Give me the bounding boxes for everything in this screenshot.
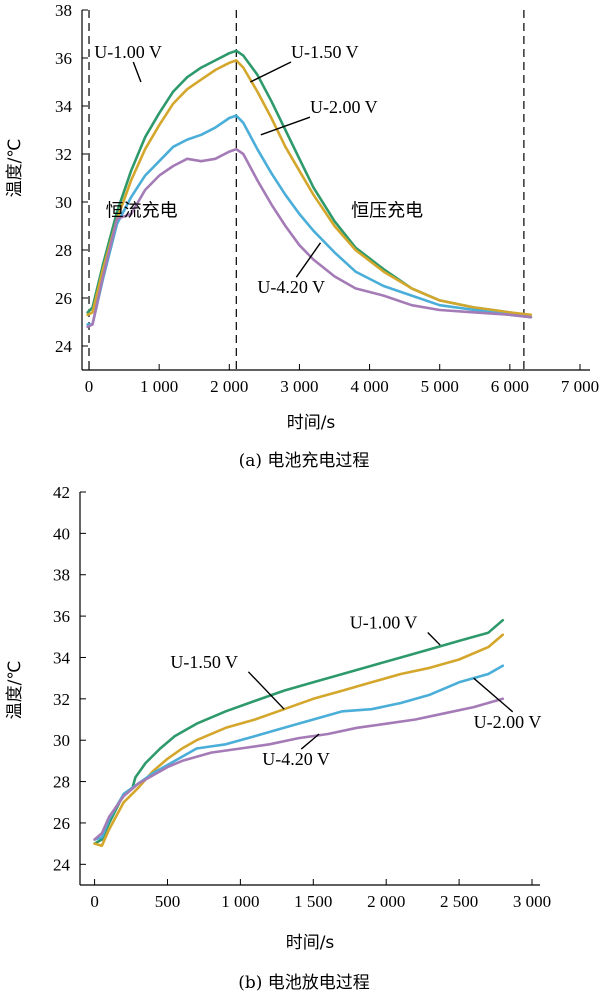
y-tick-label-charging: 34 (55, 97, 73, 116)
y-tick-label-discharging: 36 (53, 607, 70, 626)
x-tick-label-discharging: 2 000 (367, 892, 405, 911)
y-tick-label-charging: 38 (55, 1, 72, 20)
x-tick-label-discharging: 500 (155, 892, 181, 911)
annotation-leader-u-4-20-v (295, 242, 322, 278)
y-tick-label-discharging: 40 (53, 524, 70, 543)
series-line-u-4-20-v-discharging (93, 697, 505, 841)
annotation-leader-u-4-20-v (300, 733, 320, 750)
x-axis-label-charging: 时间/s (287, 413, 336, 433)
series-line-u-1-00-v-discharging (93, 618, 505, 845)
x-tick-label-charging: 2 000 (210, 377, 248, 396)
series-label-u-1-00-v: U-1.00 V (350, 613, 418, 633)
x-tick-label-charging: 6 000 (491, 377, 529, 396)
y-tick-label-discharging: 42 (53, 483, 70, 502)
x-tick-label-charging: 3 000 (280, 377, 318, 396)
y-tick-label-discharging: 30 (53, 731, 70, 750)
caption-charging: (a) 电池充电过程 (239, 451, 370, 471)
chart-charging: 24 26 28 30 32 34 36 38 0 1 000 2 000 3 000 4 000 5 0… (5, 1, 599, 471)
x-tick-label-discharging: 0 (90, 892, 99, 911)
y-axis-label-discharging: 温度/℃ (5, 661, 25, 720)
annotation-leader-u-1-50-v (247, 671, 285, 710)
y-tick-label-charging: 36 (55, 49, 72, 68)
y-tick-label-charging: 30 (55, 193, 72, 212)
y-tick-label-discharging: 24 (53, 855, 71, 874)
series-label-u-1-50-v: U-1.50 V (291, 42, 359, 62)
x-axis-label-discharging: 时间/s (286, 933, 335, 953)
x-tick-label-discharging: 1 000 (221, 892, 259, 911)
series-label-u-4-20-v: U-4.20 V (257, 277, 325, 297)
annotation-leader-u-1-00-v (132, 61, 142, 83)
x-tick-label-discharging: 2 500 (440, 892, 478, 911)
y-tick-label-charging: 26 (55, 289, 72, 308)
y-tick-label-discharging: 26 (53, 814, 70, 833)
caption-discharging: (b) 电池放电过程 (238, 973, 370, 993)
series-label-u-1-00-v: U-1.00 V (94, 42, 162, 62)
series-label-u-4-20-v: U-4.20 V (262, 749, 330, 769)
x-tick-label-charging: 0 (85, 377, 94, 396)
annotation-leader-u-2-00-v (260, 116, 311, 136)
x-tick-label-discharging: 3 000 (513, 892, 551, 911)
series-line-u-1-50-v-discharging (93, 633, 505, 847)
x-tick-label-charging: 4 000 (350, 377, 388, 396)
y-axis-label-charging: 温度/℃ (5, 139, 25, 198)
series-label-u-2-00-v: U-2.00 V (310, 97, 378, 117)
y-tick-label-discharging: 32 (53, 690, 70, 709)
series-line-u-1-50-v-charging (86, 59, 533, 317)
series-line-u-4-20-v-charging (86, 147, 533, 329)
y-tick-label-charging: 28 (55, 241, 72, 260)
y-tick-label-charging: 32 (55, 145, 72, 164)
x-tick-label-discharging: 1 500 (294, 892, 332, 911)
x-tick-label-charging: 7 000 (561, 377, 599, 396)
x-tick-label-charging: 5 000 (421, 377, 459, 396)
annotation-leader-u-1-50-v (250, 61, 292, 83)
y-tick-label-charging: 24 (55, 337, 73, 356)
series-label-u-1-50-v: U-1.50 V (170, 652, 238, 672)
annotation-leader-u-1-00-v (427, 632, 441, 646)
y-tick-label-discharging: 34 (53, 648, 71, 667)
stage-label: 恒压充电 (351, 200, 423, 221)
annotation-leader-u-2-00-v (473, 677, 514, 713)
series-label-u-2-00-v: U-2.00 V (474, 712, 542, 732)
x-tick-label-charging: 1 000 (140, 377, 178, 396)
series-line-u-2-00-v-charging (86, 114, 533, 326)
chart-discharging: 24 26 28 30 32 34 36 38 40 42 0 500 1 000 1 500 2 000 2… (5, 483, 551, 993)
stage-label: 恒流充电 (106, 200, 178, 221)
y-tick-label-discharging: 28 (53, 773, 70, 792)
y-tick-label-discharging: 38 (53, 566, 70, 585)
